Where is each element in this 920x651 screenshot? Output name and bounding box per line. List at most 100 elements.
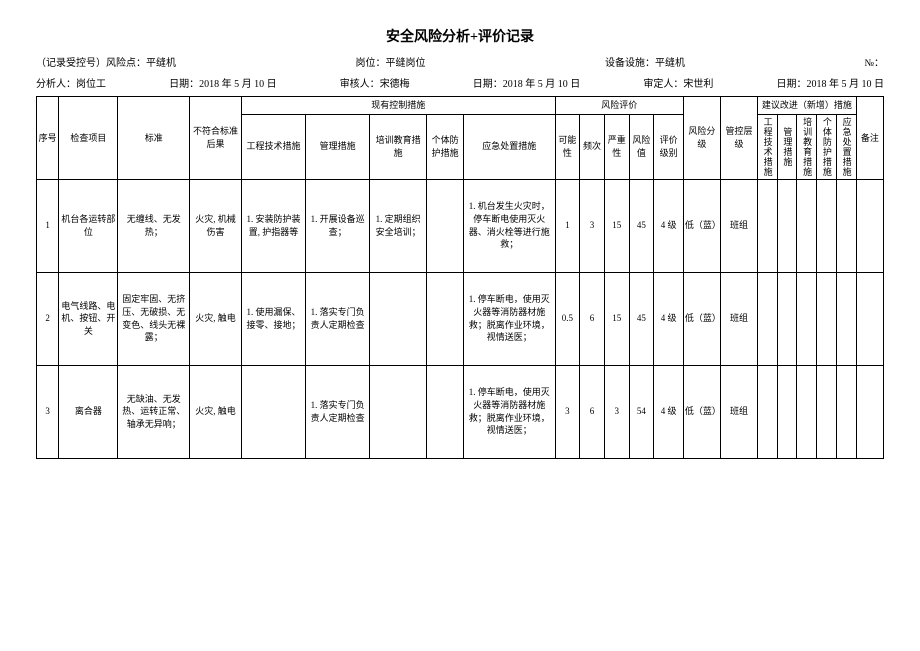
table-cell: 6 [580, 272, 605, 365]
th-ctrl-mgmt: 管理措施 [306, 114, 370, 179]
table-cell: 固定牢固、无挤压、无破损、无变色、线头无裸露； [118, 272, 190, 365]
reviewer-label: 审核人： [340, 79, 380, 90]
table-cell: 火灾, 触电 [190, 365, 242, 458]
th-noncon: 不符合标准后果 [190, 97, 242, 180]
table-row: 2电气线路、电机、按钮、开关固定牢固、无挤压、无破损、无变色、线头无裸露；火灾,… [37, 272, 884, 365]
th-likely: 可能性 [555, 114, 580, 179]
table-cell [777, 272, 797, 365]
table-cell: 火灾, 机械伤害 [190, 179, 242, 272]
table-cell [856, 179, 883, 272]
analyst-label: 分析人： [36, 79, 76, 90]
th-sev: 严重性 [604, 114, 629, 179]
table-cell [370, 365, 427, 458]
table-cell [777, 179, 797, 272]
equip-label: 设备设施： [605, 58, 655, 69]
date2-value: 2018 年 5 月 10 日 [503, 79, 581, 90]
th-ctrl-train: 培训教育措施 [370, 114, 427, 179]
table-cell: 3 [37, 365, 59, 458]
th-imp-ppe: 个体防护措施 [817, 114, 837, 179]
table-cell: 班组 [720, 272, 757, 365]
table-cell: 机台各运转部位 [59, 179, 118, 272]
table-cell [856, 272, 883, 365]
table-cell: 火灾, 触电 [190, 272, 242, 365]
post-value: 平缝岗位 [385, 58, 425, 69]
table-cell: 1 [555, 179, 580, 272]
th-freq: 频次 [580, 114, 605, 179]
th-improve-group: 建议改进（新增）措施 [757, 97, 856, 115]
table-cell: 1. 落实专门负责人定期检查 [306, 365, 370, 458]
table-cell: 4 级 [654, 365, 684, 458]
table-cell: 45 [629, 272, 654, 365]
th-eval-group: 风险评价 [555, 97, 683, 115]
table-cell [757, 179, 777, 272]
th-ctrl-emg: 应急处置措施 [464, 114, 555, 179]
th-mgmtlevel: 管控层级 [720, 97, 757, 180]
date1-label: 日期： [169, 79, 199, 90]
table-cell [836, 272, 856, 365]
no-label: №： [864, 54, 884, 69]
table-cell [757, 365, 777, 458]
risk-point: 平缝机 [146, 58, 176, 69]
table-cell: 1. 落实专门负责人定期检查 [306, 272, 370, 365]
table-cell: 1. 定期组织安全培训； [370, 179, 427, 272]
table-cell: 4 级 [654, 179, 684, 272]
date3-label: 日期： [776, 79, 806, 90]
table-cell: 1 [37, 179, 59, 272]
th-item: 检查项目 [59, 97, 118, 180]
table-cell [797, 179, 817, 272]
table-cell [427, 365, 464, 458]
table-cell [797, 365, 817, 458]
th-seq: 序号 [37, 97, 59, 180]
post-label: 岗位： [355, 58, 385, 69]
table-cell [427, 272, 464, 365]
table-cell: 无缠线、无发热； [118, 179, 190, 272]
meta-line-2: 分析人：岗位工 日期：2018 年 5 月 10 日 审核人：宋德梅 日期：20… [36, 75, 884, 90]
table-cell [817, 365, 837, 458]
table-cell: 3 [604, 365, 629, 458]
th-imp-emg: 应急处置措施 [836, 114, 856, 179]
table-cell [836, 179, 856, 272]
risk-table: 序号 检查项目 标准 不符合标准后果 现有控制措施 风险评价 风险分级 管控层级… [36, 96, 884, 459]
table-cell: 45 [629, 179, 654, 272]
th-riskval: 风险值 [629, 114, 654, 179]
table-body: 1机台各运转部位无缠线、无发热；火灾, 机械伤害1. 安装防护装置, 护指器等1… [37, 179, 884, 458]
table-cell: 54 [629, 365, 654, 458]
table-cell: 0.5 [555, 272, 580, 365]
table-cell: 1. 开展设备巡查； [306, 179, 370, 272]
table-cell: 2 [37, 272, 59, 365]
table-cell: 4 级 [654, 272, 684, 365]
th-ctrl-group: 现有控制措施 [241, 97, 555, 115]
th-ctrl-eng: 工程技术措施 [241, 114, 305, 179]
table-cell: 低（蓝） [683, 365, 720, 458]
date1-value: 2018 年 5 月 10 日 [199, 79, 277, 90]
table-cell: 3 [555, 365, 580, 458]
table-cell: 班组 [720, 365, 757, 458]
equip-value: 平缝机 [655, 58, 685, 69]
th-imp-mgmt: 管理措施 [777, 114, 797, 179]
approver-value: 宋世利 [683, 79, 713, 90]
table-cell: 15 [604, 179, 629, 272]
table-cell [241, 365, 305, 458]
table-cell: 1. 安装防护装置, 护指器等 [241, 179, 305, 272]
analyst-value: 岗位工 [76, 79, 106, 90]
table-cell [757, 272, 777, 365]
date3-value: 2018 年 5 月 10 日 [806, 79, 884, 90]
table-cell [817, 272, 837, 365]
th-imp-eng: 工程技术措施 [757, 114, 777, 179]
th-remark: 备注 [856, 97, 883, 180]
table-row: 3离合器无缺油、无发热、运转正常、轴承无异响；火灾, 触电1. 落实专门负责人定… [37, 365, 884, 458]
reviewer-value: 宋德梅 [380, 79, 410, 90]
table-cell: 低（蓝） [683, 179, 720, 272]
th-evalgrade: 评价级别 [654, 114, 684, 179]
table-cell [856, 365, 883, 458]
th-std: 标准 [118, 97, 190, 180]
table-cell: 1. 机台发生火灾时，停车断电使用灭火器、消火栓等进行施救； [464, 179, 555, 272]
table-cell: 1. 使用漏保、接零、接地； [241, 272, 305, 365]
table-cell [836, 365, 856, 458]
approver-label: 审定人： [643, 79, 683, 90]
th-ctrl-ppe: 个体防护措施 [427, 114, 464, 179]
table-cell: 15 [604, 272, 629, 365]
table-row: 1机台各运转部位无缠线、无发热；火灾, 机械伤害1. 安装防护装置, 护指器等1… [37, 179, 884, 272]
table-cell [797, 272, 817, 365]
table-cell [370, 272, 427, 365]
